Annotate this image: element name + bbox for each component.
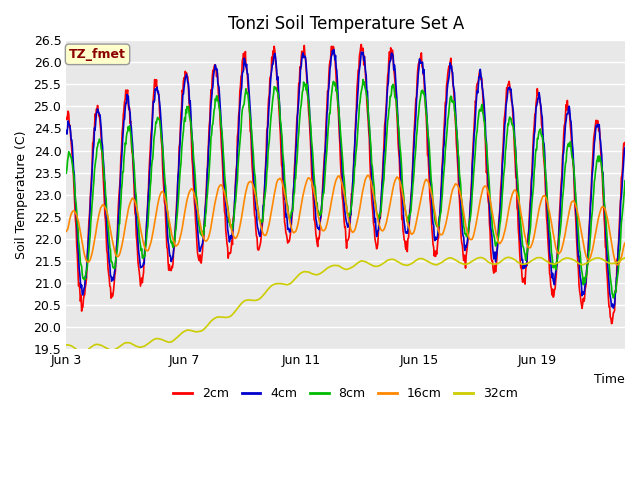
X-axis label: Time: Time	[595, 373, 625, 386]
16cm	[323, 223, 330, 229]
16cm	[529, 238, 537, 244]
32cm	[621, 255, 629, 261]
Legend: 2cm, 4cm, 8cm, 16cm, 32cm: 2cm, 4cm, 8cm, 16cm, 32cm	[168, 382, 523, 405]
2cm	[621, 140, 629, 145]
2cm	[181, 69, 189, 74]
16cm	[614, 262, 621, 268]
8cm	[323, 154, 330, 160]
4cm	[394, 107, 401, 113]
16cm	[621, 240, 629, 246]
2cm	[394, 122, 401, 128]
Y-axis label: Soil Temperature (C): Soil Temperature (C)	[15, 131, 28, 259]
2cm	[607, 321, 615, 326]
Line: 8cm: 8cm	[67, 80, 625, 298]
2cm	[258, 226, 266, 231]
8cm	[258, 217, 266, 223]
2cm	[358, 42, 365, 48]
2cm	[323, 116, 330, 121]
8cm	[394, 112, 401, 118]
2cm	[415, 60, 423, 66]
8cm	[609, 295, 617, 301]
16cm	[63, 228, 70, 234]
16cm	[415, 205, 423, 211]
8cm	[359, 77, 367, 83]
4cm	[258, 220, 266, 226]
2cm	[529, 143, 537, 148]
2cm	[63, 115, 70, 121]
32cm	[323, 265, 331, 271]
16cm	[394, 174, 401, 180]
Text: TZ_fmet: TZ_fmet	[69, 48, 126, 61]
16cm	[181, 206, 189, 212]
4cm	[323, 130, 330, 136]
32cm	[182, 328, 189, 334]
4cm	[181, 75, 189, 81]
4cm	[415, 66, 423, 72]
32cm	[63, 342, 70, 348]
16cm	[258, 227, 266, 233]
16cm	[364, 172, 372, 178]
8cm	[181, 119, 189, 124]
Line: 4cm: 4cm	[67, 49, 625, 308]
32cm	[530, 257, 538, 263]
32cm	[259, 293, 266, 299]
Line: 16cm: 16cm	[67, 175, 625, 265]
4cm	[330, 47, 337, 52]
4cm	[63, 128, 70, 133]
8cm	[621, 178, 629, 184]
8cm	[529, 187, 537, 192]
32cm	[394, 258, 401, 264]
8cm	[415, 107, 423, 112]
32cm	[415, 256, 423, 262]
8cm	[63, 170, 70, 176]
32cm	[78, 349, 86, 355]
Line: 32cm: 32cm	[67, 257, 625, 352]
4cm	[621, 144, 629, 150]
Line: 2cm: 2cm	[67, 45, 625, 324]
4cm	[529, 154, 537, 159]
4cm	[609, 305, 617, 311]
32cm	[504, 254, 512, 260]
Title: Tonzi Soil Temperature Set A: Tonzi Soil Temperature Set A	[228, 15, 464, 33]
